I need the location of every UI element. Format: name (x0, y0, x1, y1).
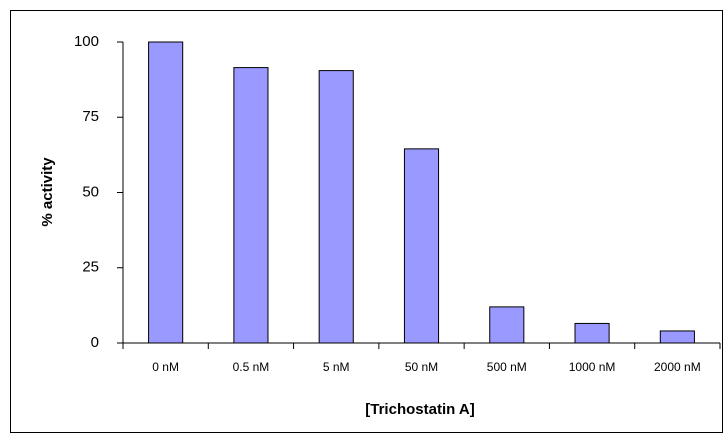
y-tick-label: 50 (82, 183, 99, 200)
y-axis-label: % activity (39, 157, 56, 227)
bar (403, 148, 440, 344)
bar (318, 70, 354, 344)
bar (489, 306, 525, 344)
x-tick-label: 2000 nM (654, 360, 701, 374)
x-tick-label: 500 nM (487, 360, 527, 374)
x-tick-label: 1000 nM (569, 360, 616, 374)
y-tick-label: 0 (91, 334, 99, 351)
x-tick-label: 5 nM (323, 360, 350, 374)
x-tick-label: 0 nM (152, 360, 179, 374)
bar (574, 322, 610, 344)
chart-border (10, 10, 723, 433)
y-tick-label: 100 (74, 33, 99, 50)
bar (148, 41, 184, 344)
y-tick-label: 25 (82, 259, 99, 276)
x-axis-label: [Trichostatin A] (365, 401, 474, 418)
y-tick-label: 75 (82, 108, 99, 125)
x-tick-label: 0.5 nM (233, 360, 270, 374)
x-tick-label: 50 nM (405, 360, 438, 374)
bar (233, 67, 269, 344)
bar (659, 330, 695, 344)
